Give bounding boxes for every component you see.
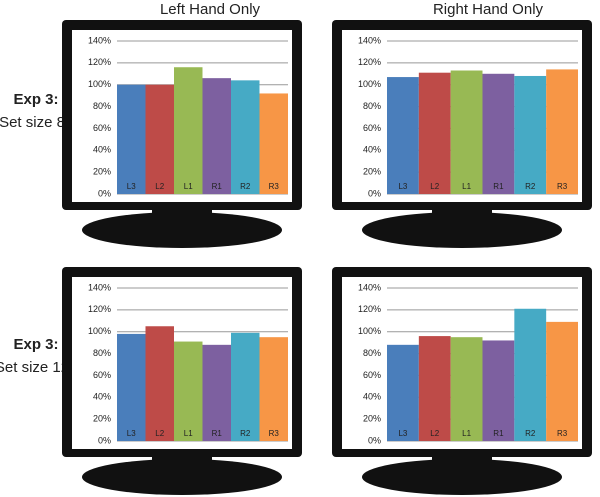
x-tick-label: L1: [184, 429, 193, 438]
y-tick-label: 20%: [93, 167, 111, 177]
y-tick-label: 60%: [363, 370, 381, 380]
y-tick-label: 20%: [93, 414, 111, 424]
monitor-neck: [432, 457, 492, 471]
y-tick-label: 20%: [363, 414, 381, 424]
monitor-neck: [152, 457, 212, 471]
x-tick-label: L1: [462, 429, 471, 438]
x-tick-label: R2: [525, 182, 536, 191]
bar: [514, 75, 547, 194]
monitor-base: [362, 212, 562, 248]
y-tick-label: 100%: [88, 79, 111, 89]
row-label: Exp 3:: [13, 336, 58, 353]
y-tick-label: 80%: [93, 348, 111, 358]
x-tick-label: L1: [184, 182, 193, 191]
y-tick-label: 140%: [358, 35, 381, 45]
x-tick-label: L3: [127, 429, 136, 438]
row-sublabel: Set size 8: [0, 114, 65, 131]
y-tick-label: 0%: [98, 188, 111, 198]
y-tick-label: 20%: [363, 167, 381, 177]
bar: [482, 340, 515, 441]
y-tick-label: 120%: [88, 57, 111, 67]
column-header: Left Hand Only: [160, 1, 261, 18]
y-tick-label: 80%: [363, 348, 381, 358]
y-tick-label: 80%: [363, 101, 381, 111]
bar: [450, 337, 483, 441]
y-tick-label: 100%: [358, 79, 381, 89]
x-tick-label: L3: [398, 429, 407, 438]
x-tick-label: R1: [493, 429, 504, 438]
x-tick-label: R3: [557, 429, 568, 438]
x-tick-label: L2: [155, 182, 164, 191]
bar: [145, 326, 174, 441]
y-tick-label: 120%: [358, 57, 381, 67]
bar: [117, 84, 146, 194]
x-tick-label: R2: [240, 182, 251, 191]
bar: [546, 69, 578, 194]
x-tick-label: R1: [493, 182, 504, 191]
y-tick-label: 40%: [363, 145, 381, 155]
x-tick-label: L3: [398, 182, 407, 191]
x-tick-label: R3: [269, 182, 280, 191]
monitor-base: [362, 459, 562, 495]
bar: [259, 337, 288, 441]
x-tick-label: L2: [430, 182, 439, 191]
monitor-neck: [432, 210, 492, 224]
y-tick-label: 0%: [98, 435, 111, 445]
x-tick-label: L1: [462, 182, 471, 191]
bar: [174, 341, 203, 441]
x-tick-label: R3: [269, 429, 280, 438]
bar: [202, 78, 231, 194]
bar: [482, 73, 515, 194]
bar: [145, 84, 174, 194]
y-tick-label: 60%: [363, 123, 381, 133]
x-tick-label: L2: [155, 429, 164, 438]
y-tick-label: 120%: [358, 304, 381, 314]
monitor-neck: [152, 210, 212, 224]
x-tick-label: L3: [127, 182, 136, 191]
x-tick-label: R1: [212, 182, 223, 191]
x-tick-label: R2: [525, 429, 536, 438]
bar: [387, 77, 419, 194]
bar: [514, 308, 547, 441]
row-sublabel: Set size 12: [0, 359, 69, 376]
y-tick-label: 60%: [93, 123, 111, 133]
bar: [450, 70, 483, 194]
bar: [546, 321, 578, 441]
x-tick-label: R1: [212, 429, 223, 438]
x-tick-label: R2: [240, 429, 251, 438]
bar: [117, 333, 146, 441]
y-tick-label: 0%: [368, 188, 381, 198]
y-tick-label: 40%: [93, 392, 111, 402]
bar: [231, 332, 260, 441]
monitor-base: [82, 212, 282, 248]
y-tick-label: 100%: [88, 326, 111, 336]
y-tick-label: 140%: [88, 35, 111, 45]
bar: [174, 67, 203, 194]
y-tick-label: 140%: [88, 282, 111, 292]
bar: [202, 344, 231, 441]
y-tick-label: 120%: [88, 304, 111, 314]
monitor-base: [82, 459, 282, 495]
row-label: Exp 3:: [13, 91, 58, 108]
bar: [231, 80, 260, 194]
column-header: Right Hand Only: [433, 1, 544, 18]
y-tick-label: 40%: [93, 145, 111, 155]
y-tick-label: 100%: [358, 326, 381, 336]
x-tick-label: R3: [557, 182, 568, 191]
y-tick-label: 60%: [93, 370, 111, 380]
bar: [418, 72, 451, 194]
bar: [418, 336, 451, 441]
x-tick-label: L2: [430, 429, 439, 438]
bar: [387, 344, 419, 441]
y-tick-label: 40%: [363, 392, 381, 402]
y-tick-label: 0%: [368, 435, 381, 445]
y-tick-label: 140%: [358, 282, 381, 292]
y-tick-label: 80%: [93, 101, 111, 111]
bar: [259, 93, 288, 194]
